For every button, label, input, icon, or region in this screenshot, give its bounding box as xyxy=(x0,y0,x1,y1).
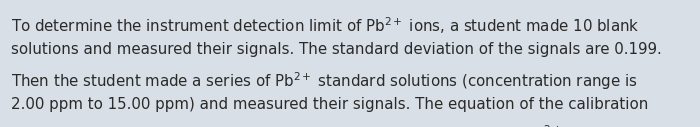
Text: curve is: y = 3.413 x+ (b). What is the instrument detection limit of Pb$^{2+}$ : curve is: y = 3.413 x+ (b). What is the … xyxy=(11,123,630,127)
Text: To determine the instrument detection limit of Pb$^{2+}$ ions, a student made 10: To determine the instrument detection li… xyxy=(11,15,640,36)
Text: Then the student made a series of Pb$^{2+}$ standard solutions (concentration ra: Then the student made a series of Pb$^{2… xyxy=(11,70,638,92)
Text: 2.00 ppm to 15.00 ppm) and measured their signals. The equation of the calibrati: 2.00 ppm to 15.00 ppm) and measured thei… xyxy=(11,97,649,112)
Text: solutions and measured their signals. The standard deviation of the signals are : solutions and measured their signals. Th… xyxy=(11,42,662,57)
